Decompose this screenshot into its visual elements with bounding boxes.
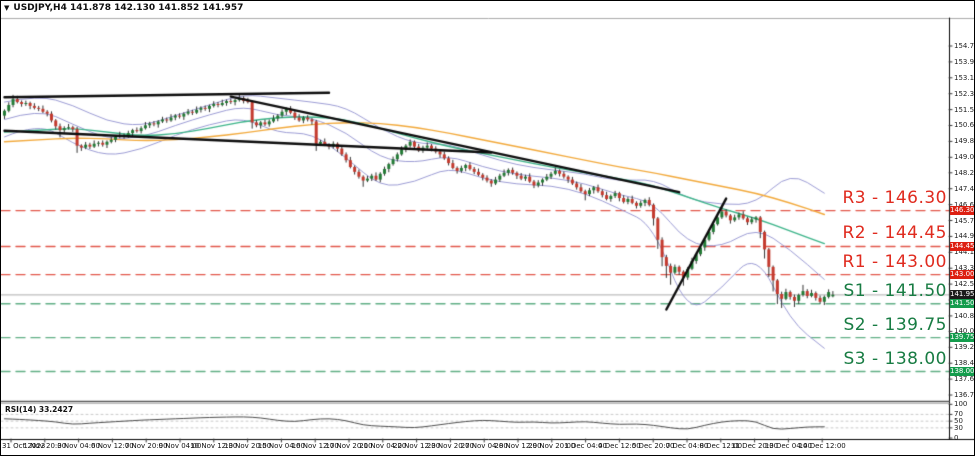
price-chart-canvas[interactable]: [1, 1, 974, 455]
chart-window: ▼ USDJPY,H4 141.878 142.130 141.852 141.…: [0, 0, 975, 456]
